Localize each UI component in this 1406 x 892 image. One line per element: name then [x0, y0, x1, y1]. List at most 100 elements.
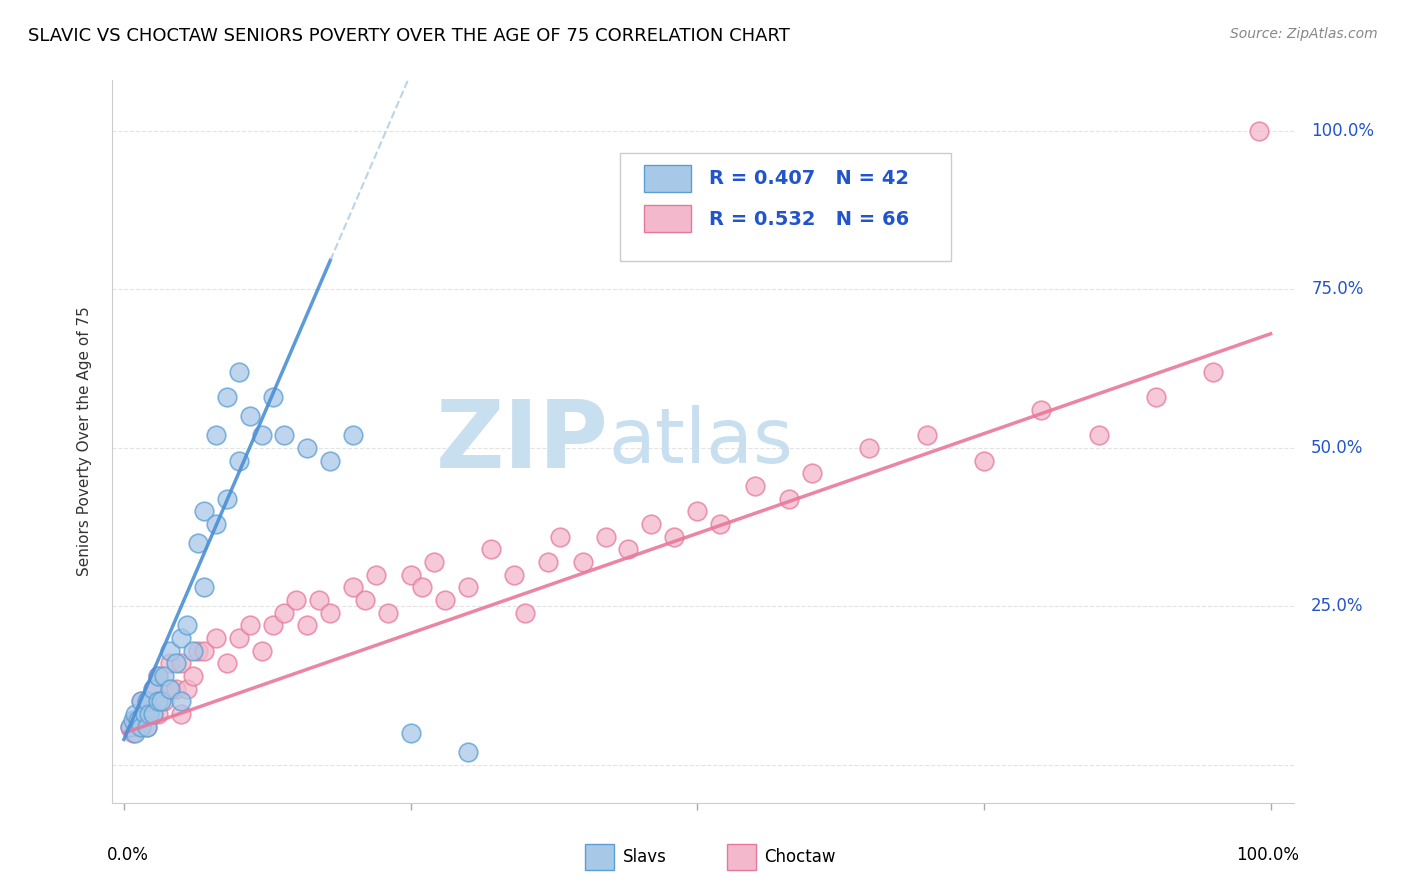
Point — [502, 567, 524, 582]
Point — [239, 618, 262, 632]
FancyBboxPatch shape — [585, 844, 614, 870]
Point — [217, 390, 239, 404]
Text: Source: ZipAtlas.com: Source: ZipAtlas.com — [1230, 27, 1378, 41]
Point — [1031, 402, 1053, 417]
Point — [135, 694, 157, 708]
Point — [1144, 390, 1167, 404]
Point — [217, 491, 239, 506]
Point — [228, 365, 250, 379]
Point — [170, 707, 193, 722]
Point — [273, 606, 295, 620]
Point — [515, 606, 537, 620]
Point — [124, 714, 146, 728]
Point — [308, 593, 330, 607]
Point — [122, 726, 145, 740]
Point — [170, 657, 193, 671]
Point — [159, 643, 181, 657]
Point — [800, 467, 823, 481]
Point — [250, 643, 273, 657]
Point — [148, 669, 170, 683]
Point — [142, 681, 165, 696]
Point — [129, 720, 152, 734]
Point — [262, 390, 284, 404]
Point — [548, 530, 571, 544]
Text: ZIP: ZIP — [436, 395, 609, 488]
Point — [1249, 124, 1271, 138]
Point — [1087, 428, 1109, 442]
Point — [571, 555, 593, 569]
Point — [134, 707, 156, 722]
Point — [664, 530, 686, 544]
Point — [124, 726, 146, 740]
Point — [479, 542, 502, 557]
Point — [165, 657, 187, 671]
Point — [204, 631, 226, 645]
Point — [399, 726, 422, 740]
Point — [342, 580, 364, 594]
Point — [1202, 365, 1225, 379]
Point — [686, 504, 709, 518]
Point — [617, 542, 640, 557]
Point — [153, 669, 176, 683]
Text: 25.0%: 25.0% — [1312, 598, 1364, 615]
Point — [124, 707, 146, 722]
Point — [342, 428, 364, 442]
Text: SLAVIC VS CHOCTAW SENIORS POVERTY OVER THE AGE OF 75 CORRELATION CHART: SLAVIC VS CHOCTAW SENIORS POVERTY OVER T… — [28, 27, 790, 45]
Point — [250, 428, 273, 442]
Point — [319, 606, 342, 620]
Point — [457, 745, 479, 759]
Point — [148, 669, 170, 683]
Point — [193, 643, 215, 657]
Text: 50.0%: 50.0% — [1312, 439, 1364, 457]
Point — [129, 694, 152, 708]
Point — [127, 720, 149, 734]
Point — [170, 694, 193, 708]
Point — [142, 681, 165, 696]
Text: 75.0%: 75.0% — [1312, 280, 1364, 299]
FancyBboxPatch shape — [620, 153, 950, 260]
Point — [434, 593, 457, 607]
FancyBboxPatch shape — [727, 844, 756, 870]
Point — [149, 694, 172, 708]
Point — [366, 567, 388, 582]
Point — [153, 694, 176, 708]
Point — [142, 707, 165, 722]
Point — [193, 504, 215, 518]
Point — [165, 681, 187, 696]
Point — [159, 681, 181, 696]
Point — [135, 720, 157, 734]
Point — [127, 714, 149, 728]
Point — [142, 707, 165, 722]
Point — [399, 567, 422, 582]
Point — [122, 714, 145, 728]
Point — [273, 428, 295, 442]
Point — [744, 479, 766, 493]
Point — [778, 491, 800, 506]
Point — [239, 409, 262, 424]
Point — [135, 694, 157, 708]
Point — [176, 681, 198, 696]
Text: Slavs: Slavs — [623, 848, 666, 866]
Text: R = 0.407   N = 42: R = 0.407 N = 42 — [709, 169, 908, 188]
Point — [148, 694, 170, 708]
Text: 100.0%: 100.0% — [1312, 122, 1374, 140]
Point — [118, 720, 141, 734]
Point — [411, 580, 433, 594]
Point — [176, 618, 198, 632]
Point — [915, 428, 938, 442]
Point — [159, 681, 181, 696]
Point — [228, 631, 250, 645]
Point — [159, 657, 181, 671]
Point — [973, 453, 995, 467]
Point — [148, 707, 170, 722]
Point — [377, 606, 399, 620]
FancyBboxPatch shape — [644, 204, 692, 232]
Point — [118, 720, 141, 734]
Point — [709, 516, 731, 531]
Point — [537, 555, 560, 569]
Point — [170, 631, 193, 645]
Point — [129, 720, 152, 734]
Point — [129, 694, 152, 708]
Point — [319, 453, 342, 467]
Point — [422, 555, 444, 569]
